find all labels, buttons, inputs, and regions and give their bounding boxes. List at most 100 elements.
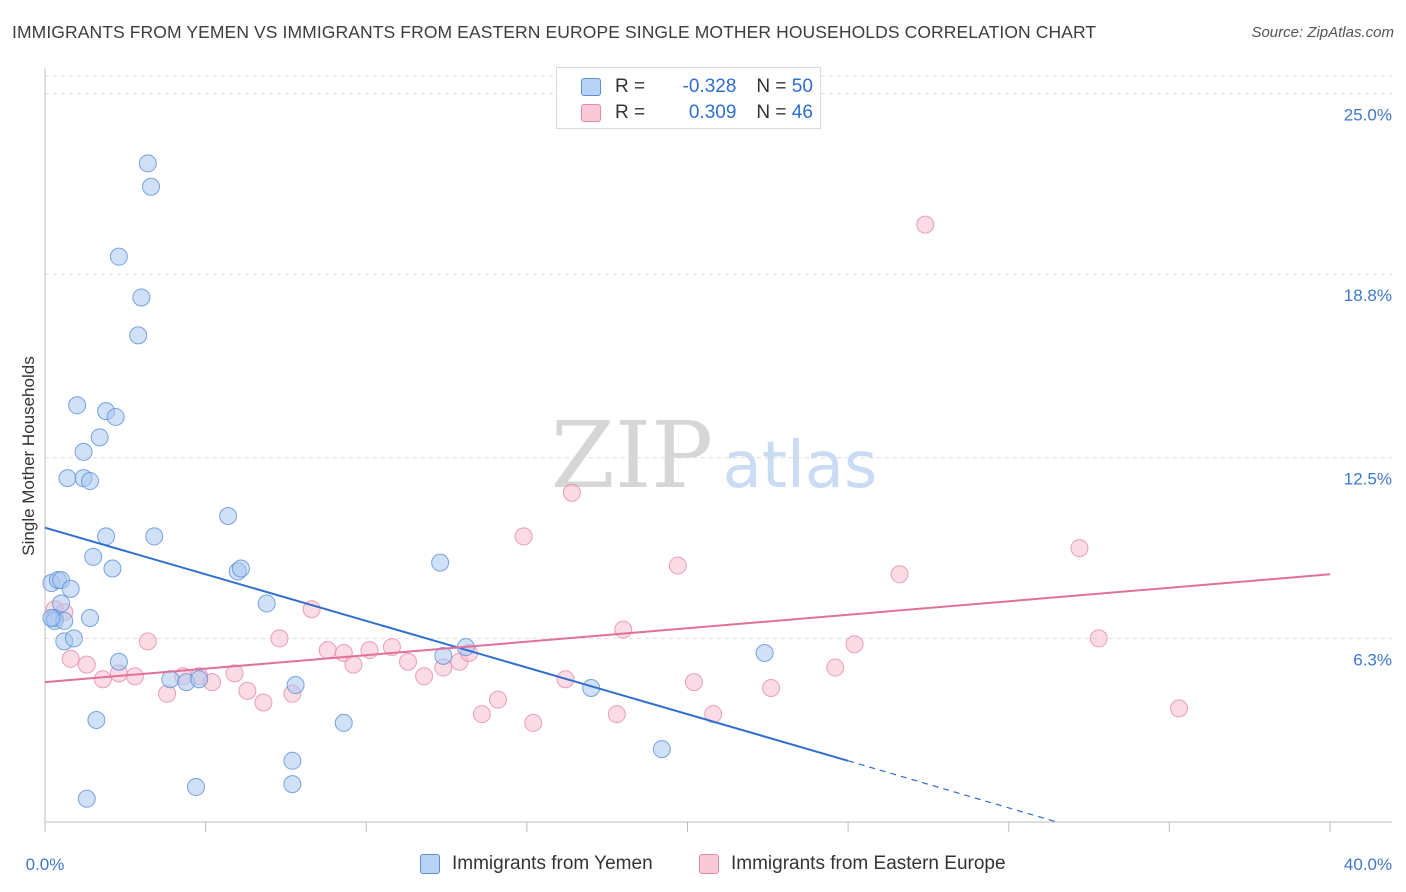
ee-n-value: 46 bbox=[791, 102, 813, 123]
bottom-legend-yemen: Immigrants from Yemen bbox=[420, 852, 653, 876]
y-tick-label: 25.0% bbox=[1344, 105, 1392, 124]
eastern-europe-point bbox=[668, 556, 687, 575]
eastern-europe-point bbox=[77, 655, 96, 674]
yemen-point bbox=[138, 154, 157, 173]
y-tick-label: 6.3% bbox=[1353, 650, 1392, 669]
yemen-r-value: -0.328 bbox=[682, 76, 737, 97]
eastern-europe-point bbox=[270, 629, 289, 648]
eastern-europe-point bbox=[524, 713, 543, 732]
eastern-europe-point bbox=[382, 638, 401, 657]
legend-row-yemen: R = -0.328 N = 50 bbox=[581, 75, 813, 99]
yemen-point bbox=[257, 594, 276, 613]
yemen-point bbox=[61, 579, 80, 598]
yemen-point bbox=[97, 527, 116, 546]
eastern-europe-point bbox=[1089, 629, 1108, 648]
yemen-trend-line bbox=[44, 526, 849, 762]
yemen-point bbox=[755, 643, 774, 662]
ee-r-value: 0.309 bbox=[688, 102, 737, 123]
y-tick-label: 18.8% bbox=[1344, 286, 1392, 305]
yemen-point bbox=[58, 469, 77, 488]
eastern-europe-point bbox=[158, 684, 177, 703]
legend-row-eastern-europe: R = 0.309 N = 46 bbox=[581, 101, 813, 125]
yemen-point bbox=[52, 594, 71, 613]
eastern-europe-trend-line bbox=[44, 573, 1331, 684]
eastern-europe-point bbox=[614, 620, 633, 639]
yemen-r-label: R = bbox=[615, 76, 646, 97]
bottom-legend-yemen-swatch bbox=[420, 854, 440, 874]
eastern-europe-point bbox=[61, 649, 80, 668]
yemen-point bbox=[186, 778, 205, 797]
eastern-europe-point bbox=[562, 483, 581, 502]
yemen-point bbox=[77, 789, 96, 808]
eastern-europe-point bbox=[344, 655, 363, 674]
eastern-europe-point bbox=[607, 705, 626, 724]
eastern-europe-point bbox=[488, 690, 507, 709]
eastern-europe-point bbox=[826, 658, 845, 677]
y-tick-label: 12.5% bbox=[1344, 470, 1392, 489]
yemen-point bbox=[145, 527, 164, 546]
bottom-legend-eastern-europe: Immigrants from Eastern Europe bbox=[699, 852, 1006, 876]
yemen-point bbox=[109, 652, 128, 671]
yemen-point bbox=[161, 670, 180, 689]
eastern-europe-point bbox=[318, 641, 337, 660]
grid-layer bbox=[45, 75, 1392, 639]
ee-n-label: N = bbox=[756, 102, 787, 123]
yemen-point bbox=[132, 288, 151, 307]
eastern-europe-point bbox=[238, 681, 257, 700]
eastern-europe-point bbox=[472, 705, 491, 724]
yemen-point bbox=[42, 609, 61, 628]
eastern-europe-point bbox=[890, 565, 909, 584]
yemen-point bbox=[129, 326, 148, 345]
eastern-europe-point bbox=[415, 667, 434, 686]
yemen-point bbox=[219, 507, 238, 526]
yemen-trend-extension bbox=[847, 760, 1058, 823]
axis-layer: 25.0% 18.8% 12.5% 6.3% 0.0% 40.0% bbox=[26, 68, 1392, 874]
ee-r-label: R = bbox=[615, 102, 646, 123]
yemen-point bbox=[84, 547, 103, 566]
yemen-point bbox=[190, 670, 209, 689]
yemen-point bbox=[283, 751, 302, 770]
yemen-point bbox=[106, 407, 125, 426]
eastern-europe-point bbox=[1170, 699, 1189, 718]
eastern-europe-point bbox=[93, 670, 112, 689]
bottom-legend-ee-swatch bbox=[699, 854, 719, 874]
bottom-legend-ee-label: Immigrants from Eastern Europe bbox=[731, 853, 1006, 874]
chart-title: IMMIGRANTS FROM YEMEN VS IMMIGRANTS FROM… bbox=[12, 22, 1097, 42]
yemen-point bbox=[283, 775, 302, 794]
eastern-europe-point bbox=[684, 673, 703, 692]
eastern-europe-point bbox=[254, 693, 273, 712]
source-credit: Source: ZipAtlas.com bbox=[1251, 24, 1394, 41]
eastern-europe-swatch bbox=[581, 104, 601, 122]
yemen-n-label: N = bbox=[756, 76, 787, 97]
yemen-point bbox=[74, 442, 93, 461]
eastern-europe-point bbox=[302, 600, 321, 619]
eastern-europe-point bbox=[762, 678, 781, 697]
yemen-point bbox=[334, 713, 353, 732]
eastern-europe-point bbox=[916, 215, 935, 234]
bottom-legend-yemen-label: Immigrants from Yemen bbox=[452, 853, 653, 874]
yemen-point bbox=[434, 646, 453, 665]
series-yemen-points bbox=[42, 154, 774, 808]
eastern-europe-point bbox=[125, 667, 144, 686]
eastern-europe-point bbox=[1070, 539, 1089, 558]
series-eastern-europe-points bbox=[45, 215, 1189, 732]
yemen-point bbox=[231, 559, 250, 578]
yemen-point bbox=[80, 472, 99, 491]
trend-layer bbox=[44, 526, 1331, 823]
yemen-point bbox=[64, 629, 83, 648]
correlation-legend: R = -0.328 N = 50 R = 0.309 N = 46 bbox=[556, 67, 821, 129]
yemen-n-value: 50 bbox=[791, 76, 813, 97]
yemen-point bbox=[431, 553, 450, 572]
eastern-europe-point bbox=[845, 635, 864, 654]
yemen-point bbox=[142, 177, 161, 196]
eastern-europe-point bbox=[138, 632, 157, 651]
yemen-point bbox=[652, 740, 671, 759]
yemen-point bbox=[68, 396, 87, 415]
eastern-europe-point bbox=[225, 664, 244, 683]
x-tick-label-min: 0.0% bbox=[26, 855, 65, 874]
watermark-atlas: atlas bbox=[723, 429, 878, 503]
yemen-point bbox=[90, 428, 109, 447]
y-axis-label: Single Mother Households bbox=[19, 356, 38, 555]
yemen-swatch bbox=[581, 78, 601, 96]
